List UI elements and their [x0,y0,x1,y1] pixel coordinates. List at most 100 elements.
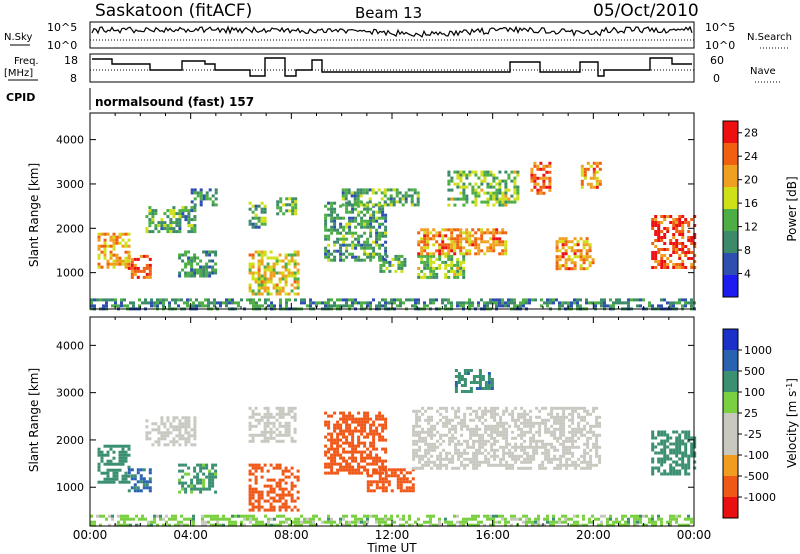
echo-cell [430,415,434,419]
echo-cell [410,203,414,207]
echo-cell [633,514,636,518]
echo-cell [293,286,297,290]
echo-cell [392,203,396,207]
echo-cell [214,262,218,266]
echo-cell [447,243,451,247]
echo-cell [199,265,203,269]
echo-cell [445,418,449,422]
y-tick-label: 2000 [56,222,84,235]
echo-cell [257,496,261,500]
echo-cell [469,387,473,390]
echo-cell [205,197,209,201]
echo-cell [284,262,288,266]
echo-cell [402,477,406,481]
echo-cell [290,259,294,263]
echo-cell [111,298,114,302]
echo-cell [272,286,276,290]
echo-cell [106,244,110,248]
echo-cell [248,286,252,290]
echo-cell [517,445,521,449]
echo-cell [492,243,496,247]
echo-cell [421,454,425,458]
echo-cell [423,249,427,253]
echo-cell [106,471,110,475]
echo-cell [600,514,603,518]
echo-cell [678,298,681,302]
echo-cell [504,203,508,207]
echo-cell [177,304,180,308]
echo-cell [97,262,101,266]
echo-cell [342,243,346,247]
echo-cell [257,421,261,425]
echo-cell [251,256,255,260]
echo-cell [252,517,255,521]
echo-cell [172,230,176,234]
echo-cell [405,520,408,524]
echo-cell [678,215,682,218]
echo-cell [469,457,473,461]
echo-cell [263,406,267,410]
echo-cell [513,185,517,189]
echo-cell [278,277,282,281]
echo-cell [567,267,571,271]
echo-cell [287,505,291,509]
echo-cell [342,514,345,518]
echo-cell [430,406,434,410]
echo-cell [260,475,264,479]
echo-cell [378,237,382,241]
echo-cell [284,433,288,437]
echo-cell [558,301,561,305]
echo-cell [389,203,393,207]
echo-cell [193,475,197,479]
echo-cell [678,472,682,476]
echo-cell [260,469,264,473]
echo-cell [502,454,506,458]
echo-cell [675,520,678,524]
echo-cell [171,514,174,518]
echo-cell [618,301,621,305]
echo-cell [408,298,411,302]
echo-cell [97,465,101,469]
echo-cell [516,194,520,198]
echo-cell [466,457,470,461]
echo-cell [460,463,464,467]
beam-title: Beam 13 [355,4,422,22]
echo-cell [523,430,527,434]
echo-cell [339,465,343,469]
echo-cell [469,406,473,410]
echo-cell [558,520,561,524]
echo-cell [260,286,264,290]
echo-cell [117,520,120,524]
echo-cell [562,427,566,431]
echo-cell [151,230,155,234]
echo-cell [598,454,602,458]
echo-cell [296,250,300,254]
echo-cell [412,439,416,443]
echo-cell [536,164,540,168]
echo-cell [228,298,231,302]
echo-cell [378,432,382,436]
echo-cell [453,243,457,247]
echo-cell [447,523,450,527]
echo-cell [275,433,279,437]
echo-cell [378,234,382,238]
echo-cell [660,448,664,452]
echo-cell [333,201,337,205]
echo-cell [357,462,361,466]
echo-cell [510,523,513,527]
echo-cell [411,298,414,302]
echo-cell [571,421,575,425]
echo-cell [459,269,463,273]
echo-cell [290,415,294,419]
echo-cell [130,477,134,481]
echo-cell [178,218,182,222]
echo-cell [402,489,406,493]
echo-cell [348,462,352,466]
colorbar-tick-label: 500 [744,365,765,378]
echo-cell [187,250,191,254]
echo-cell [585,252,589,256]
power-ylabel: Slant Range [km] [27,163,41,267]
echo-cell [130,272,134,276]
echo-cell [444,228,448,232]
echo-cell [193,466,197,470]
